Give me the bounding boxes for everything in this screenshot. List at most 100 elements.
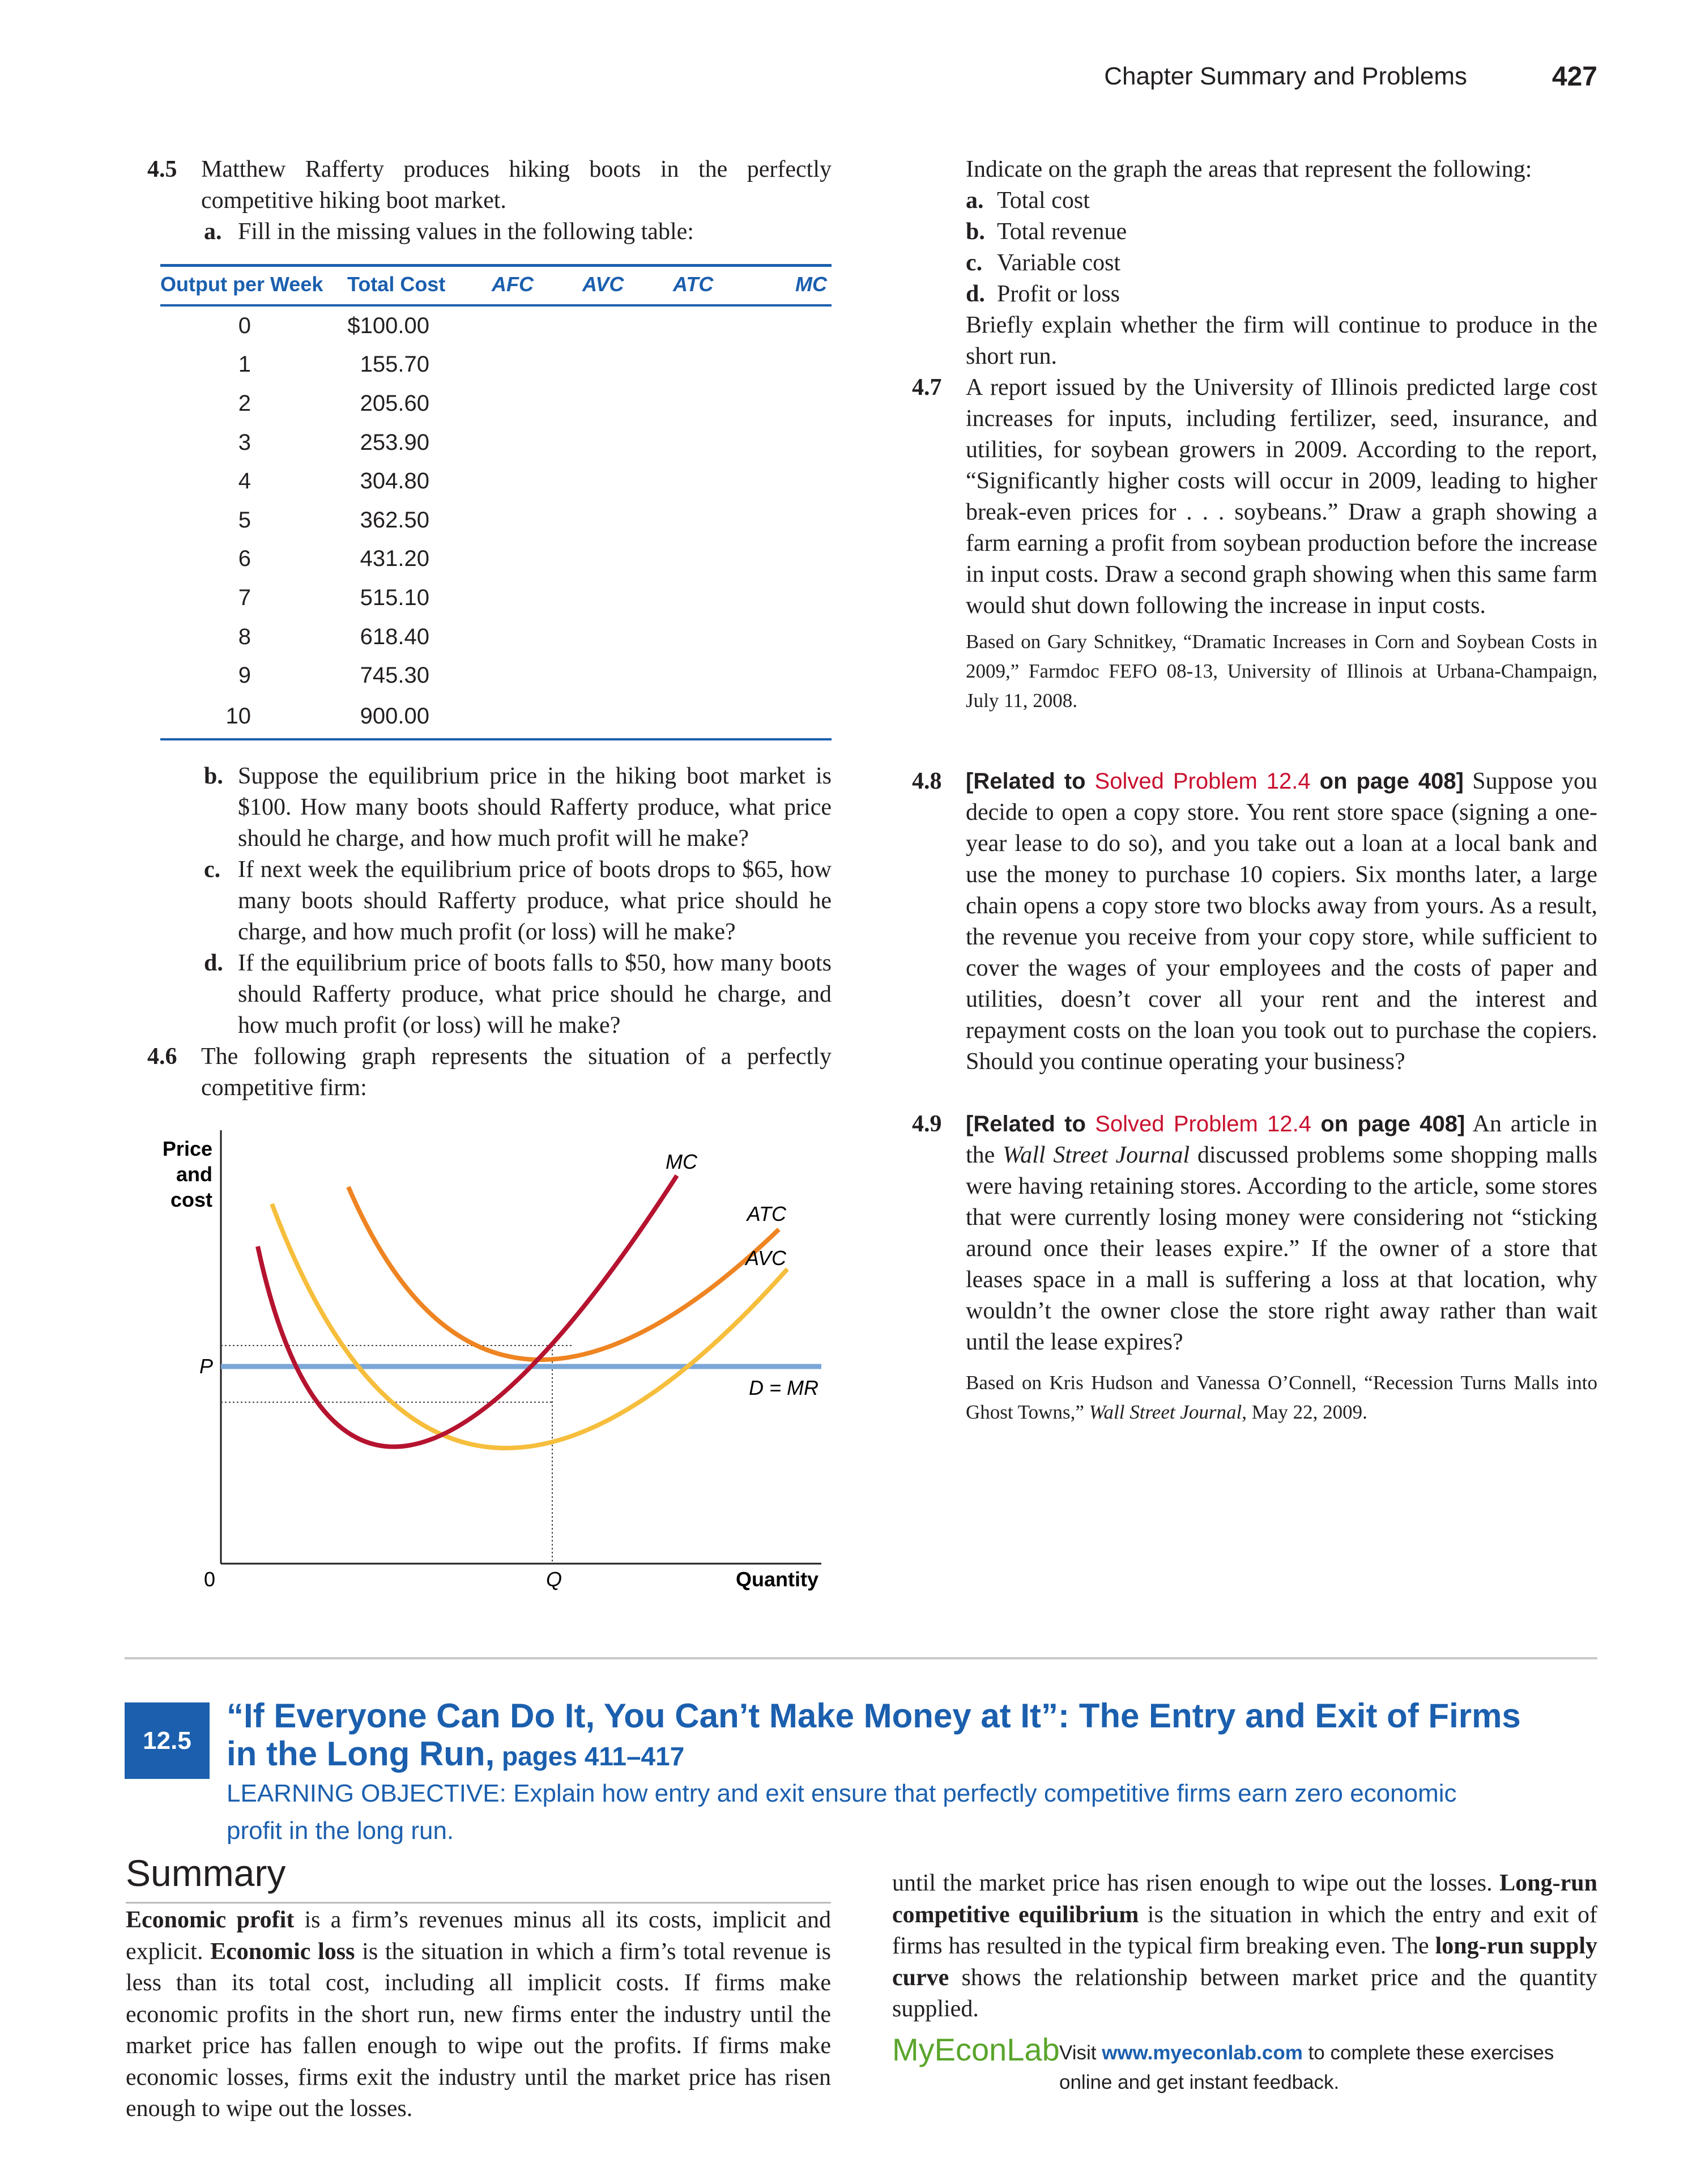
item-label: d. bbox=[204, 950, 223, 976]
avc-cell bbox=[582, 618, 673, 657]
afc-cell bbox=[492, 462, 582, 501]
afc-cell bbox=[492, 384, 582, 423]
avc-curve bbox=[270, 1203, 789, 1450]
avc-label: AVC bbox=[744, 1246, 787, 1270]
afc-cell bbox=[492, 540, 582, 579]
avc-cell bbox=[582, 578, 673, 618]
list-item: c. Variable cost bbox=[912, 248, 1597, 279]
origin-label: 0 bbox=[204, 1568, 215, 1591]
quantity-q-label: Q bbox=[546, 1568, 562, 1591]
item-text: Total cost bbox=[997, 188, 1090, 214]
afc-cell bbox=[492, 695, 582, 740]
item-text: Profit or loss bbox=[997, 281, 1120, 307]
key-term: Long-run competitive equilibrium bbox=[892, 1870, 1597, 1928]
myeconlab-note: Visit www.myeconlab.com to complete thes… bbox=[1059, 2042, 1554, 2093]
total-cost-cell: 205.60 bbox=[360, 390, 429, 416]
avc-cell bbox=[582, 305, 673, 346]
atc-cell bbox=[673, 346, 764, 385]
solved-problem-link[interactable]: Solved Problem 12.4 bbox=[1094, 769, 1311, 794]
problem-number: 4.9 bbox=[912, 1111, 942, 1137]
atc-cell bbox=[673, 540, 764, 579]
afc-cell bbox=[492, 618, 582, 657]
section-number-badge: 12.5 bbox=[125, 1702, 210, 1779]
item-text: Variable cost bbox=[997, 250, 1121, 276]
mc-cell bbox=[764, 695, 832, 740]
running-head: Chapter Summary and Problems bbox=[1104, 62, 1467, 90]
atc-cell bbox=[673, 305, 764, 346]
item-label: a. bbox=[204, 219, 222, 245]
problem-text: Briefly explain whether the firm will co… bbox=[966, 312, 1597, 369]
table-row: 8 618.40 bbox=[160, 618, 832, 657]
mc-cell bbox=[764, 384, 832, 423]
output-cell: 8 bbox=[238, 624, 251, 649]
y-axis-label: cost bbox=[170, 1188, 212, 1211]
section-divider bbox=[125, 1657, 1597, 1659]
total-cost-cell: 362.50 bbox=[360, 507, 429, 533]
problem-4-5: 4.5 Matthew Rafferty produces hiking boo… bbox=[147, 154, 832, 248]
source-note: Based on Kris Hudson and Vanessa O’Conne… bbox=[966, 1372, 1597, 1423]
summary-divider bbox=[126, 1902, 831, 1904]
mc-cell bbox=[764, 578, 832, 618]
item-label: d. bbox=[966, 281, 985, 307]
y-axis-label: and bbox=[176, 1163, 212, 1186]
cost-table: Output per Week Total Cost AFC AVC ATC M… bbox=[160, 264, 832, 740]
summary-right-column: until the market price has risen enough … bbox=[892, 1870, 1598, 2022]
problem-text: The following graph represents the situa… bbox=[201, 1044, 832, 1101]
col-header-atc: ATC bbox=[673, 264, 764, 306]
key-term: Economic loss bbox=[210, 1938, 355, 1965]
table-row: 3 253.90 bbox=[160, 423, 832, 462]
atc-cell bbox=[673, 618, 764, 657]
mc-cell bbox=[764, 346, 832, 385]
table-row: 0 $100.00 bbox=[160, 305, 832, 346]
item-text: If next week the equilibrium price of bo… bbox=[238, 857, 832, 945]
solved-problem-link[interactable]: Solved Problem 12.4 bbox=[1095, 1112, 1311, 1136]
mc-cell bbox=[764, 618, 832, 657]
table-row: 2 205.60 bbox=[160, 384, 832, 423]
problem-4-6-continued: Indicate on the graph the areas that rep… bbox=[912, 154, 1597, 716]
atc-cell bbox=[673, 423, 764, 462]
output-cell: 3 bbox=[238, 429, 251, 455]
mc-label: MC bbox=[666, 1150, 698, 1173]
afc-cell bbox=[492, 656, 582, 695]
total-cost-cell: 745.30 bbox=[360, 663, 429, 688]
col-header-output: Output per Week bbox=[160, 264, 347, 306]
afc-cell bbox=[492, 346, 582, 385]
problem-number: 4.6 bbox=[147, 1044, 177, 1070]
output-cell: 9 bbox=[238, 663, 251, 688]
mc-cell bbox=[764, 423, 832, 462]
total-cost-cell: 515.10 bbox=[360, 585, 429, 610]
problem-text: An article in the bbox=[966, 1111, 1598, 1168]
atc-label: ATC bbox=[746, 1202, 787, 1225]
mc-cell bbox=[764, 305, 832, 346]
section-title: “If Everyone Can Do It, You Can’t Make M… bbox=[227, 1697, 1521, 1773]
total-cost-cell: 618.40 bbox=[360, 624, 429, 649]
atc-cell bbox=[673, 656, 764, 695]
item-text: Suppose the equilibrium price in the hik… bbox=[238, 763, 832, 852]
table-row: 6 431.20 bbox=[160, 540, 832, 579]
problem-4-9: 4.9 [Related to Solved Problem 12.4 on p… bbox=[912, 1109, 1597, 1427]
afc-cell bbox=[492, 501, 582, 540]
key-term: long-run supply curve bbox=[892, 1933, 1598, 1991]
problem-number: 4.5 bbox=[147, 156, 177, 182]
avc-cell bbox=[582, 501, 673, 540]
item-text: If the equilibrium price of boots falls … bbox=[238, 950, 832, 1038]
list-item: a. Total cost bbox=[912, 185, 1597, 216]
total-cost-cell: $100.00 bbox=[347, 313, 429, 338]
total-cost-cell: 155.70 bbox=[360, 352, 429, 377]
myeconlab-url-link[interactable]: www.myeconlab.com bbox=[1102, 2042, 1303, 2064]
problem-text: discussed problems some shopping malls w… bbox=[966, 1142, 1597, 1355]
output-cell: 1 bbox=[238, 352, 251, 377]
total-cost-cell: 253.90 bbox=[360, 429, 429, 455]
problem-4-5-parts: b. Suppose the equilibrium price in the … bbox=[147, 761, 832, 1104]
mc-cell bbox=[764, 501, 832, 540]
table-row: 10 900.00 bbox=[160, 695, 832, 740]
problem-text: Matthew Rafferty produces hiking boots i… bbox=[201, 156, 832, 214]
output-cell: 6 bbox=[238, 546, 251, 572]
item-label: a. bbox=[966, 188, 984, 214]
afc-cell bbox=[492, 578, 582, 618]
learning-objective: LEARNING OBJECTIVE: Explain how entry an… bbox=[227, 1779, 1457, 1845]
related-tag: [Related to Solved Problem 12.4 on page … bbox=[966, 1112, 1465, 1136]
problem-4-8: 4.8 [Related to Solved Problem 12.4 on p… bbox=[912, 766, 1597, 1078]
total-cost-cell: 900.00 bbox=[347, 695, 492, 740]
col-header-total-cost: Total Cost bbox=[347, 264, 492, 306]
